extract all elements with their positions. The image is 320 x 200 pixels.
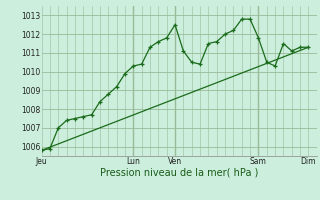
X-axis label: Pression niveau de la mer( hPa ): Pression niveau de la mer( hPa ) [100,168,258,178]
